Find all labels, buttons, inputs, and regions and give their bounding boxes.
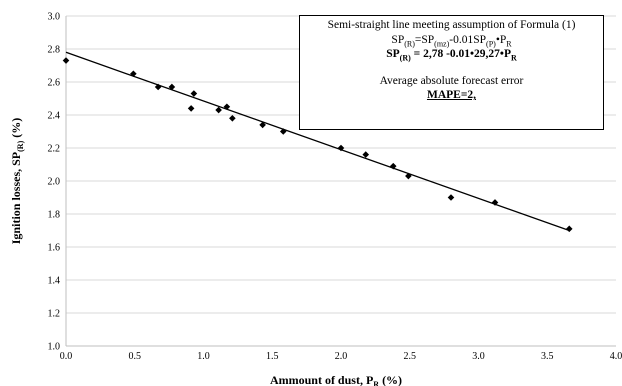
data-point <box>229 115 236 122</box>
x-tick-labels: 0.0 0.5 1.0 1.5 2.0 2.5 3.0 3.5 4.0 <box>60 351 622 362</box>
axes <box>65 16 616 347</box>
x-tick-label: 3.0 <box>472 351 485 362</box>
annotation-formula: SP(R)=SP(mz)-0.01SP(P)•PR <box>391 33 512 48</box>
data-point <box>154 83 162 91</box>
x-tick-label: 4.0 <box>610 351 622 362</box>
trendline <box>65 51 570 232</box>
data-point <box>187 105 195 112</box>
trendline-group <box>65 51 570 232</box>
x-tick-label: 1.5 <box>266 351 279 362</box>
x-tick-label: 2.5 <box>404 351 417 362</box>
data-point <box>190 90 198 97</box>
annotation-mape: MAPE=2, <box>426 89 477 101</box>
x-tick-label: 0.5 <box>129 351 142 362</box>
data-point <box>215 106 222 114</box>
data-point <box>389 162 397 170</box>
annotation-title: Semi-straight line meeting assumption of… <box>327 19 576 31</box>
data-point <box>223 103 231 111</box>
x-axis-title: Ammount of dust, PR (%) <box>270 373 402 386</box>
annotation-fitted-equation: SP(R) = 2,78 -0.01•29,27•PR <box>386 48 517 63</box>
annotation-box: Semi-straight line meeting assumption of… <box>299 15 604 130</box>
data-point <box>259 121 266 129</box>
data-point <box>405 172 412 180</box>
y-tick-label: 2.8 <box>48 45 61 56</box>
annotation-error-label: Average absolute forecast error <box>379 74 524 87</box>
data-point <box>447 194 455 201</box>
y-axis-title: Ignition losses, SP(R) (%) <box>9 118 25 244</box>
data-point <box>337 144 345 152</box>
y-tick-label: 2.2 <box>48 144 61 155</box>
x-tick-label: 1.0 <box>197 351 210 362</box>
data-points <box>62 57 573 233</box>
y-tick-label: 1.8 <box>48 210 61 221</box>
x-tick-label: 0.0 <box>60 351 73 362</box>
y-tick-labels: 1.0 1.2 1.4 1.6 1.8 2.0 2.2 2.4 2.6 2.8 3.0 <box>48 12 61 353</box>
y-tick-label: 1.4 <box>48 276 61 287</box>
x-tick-label: 2.0 <box>335 351 348 362</box>
y-tick-label: 2.6 <box>48 78 61 89</box>
y-tick-label: 1.2 <box>48 309 61 320</box>
data-point <box>168 83 176 91</box>
data-point <box>279 128 287 135</box>
y-tick-label: 3.0 <box>48 12 61 23</box>
y-tick-label: 2.0 <box>48 177 61 188</box>
data-point <box>362 151 370 158</box>
y-tick-label: 1.6 <box>48 243 61 254</box>
data-point <box>491 199 499 206</box>
y-tick-label: 1.0 <box>48 342 61 353</box>
y-tick-label: 2.4 <box>48 111 61 122</box>
x-tick-label: 3.5 <box>541 351 554 362</box>
data-point <box>130 70 137 78</box>
data-point <box>565 225 573 233</box>
data-point <box>62 57 70 64</box>
